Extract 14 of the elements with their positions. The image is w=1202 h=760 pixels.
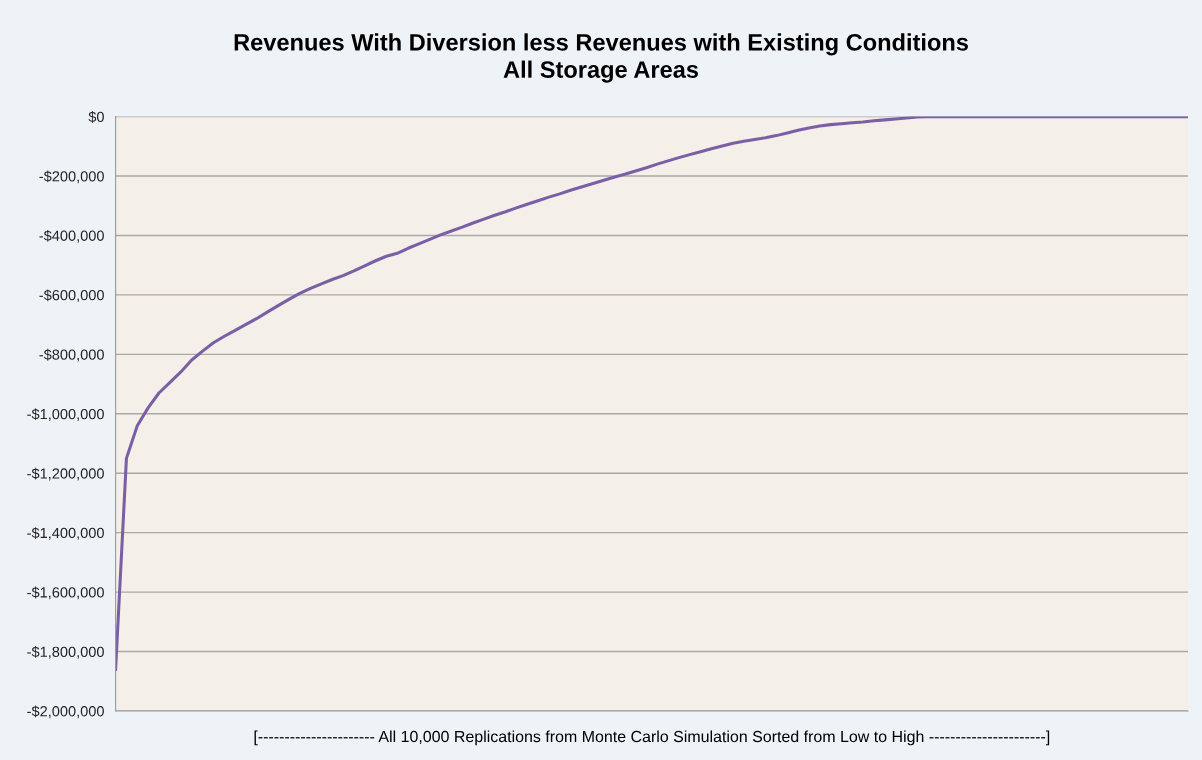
chart-title: Revenues With Diversion less Revenues with Existing Conditions All Storage Areas [234,33,968,83]
y-tick-label: -$1,000,000 [27,408,104,421]
y-tick-label: -$800,000 [39,348,104,362]
x-axis-title: [---------------------- All 10,000 Replications from Monte Carlo Simulation Sorted from Low to High ----------------------] [254,730,1050,746]
y-tick-label: -$1,800,000 [27,646,104,659]
y-tick-label: -$400,000 [39,229,104,243]
y-tick-label: -$1,600,000 [27,586,104,600]
y-tick-label: -$2,000,000 [27,705,104,719]
y-tick-label: -$1,200,000 [27,467,104,481]
y-tick-label: -$200,000 [39,170,104,184]
y-tick-label: -$1,400,000 [27,527,104,540]
y-tick-label: -$600,000 [39,289,104,303]
y-tick-label: $0 [88,111,104,123]
line-series [115,116,1188,671]
